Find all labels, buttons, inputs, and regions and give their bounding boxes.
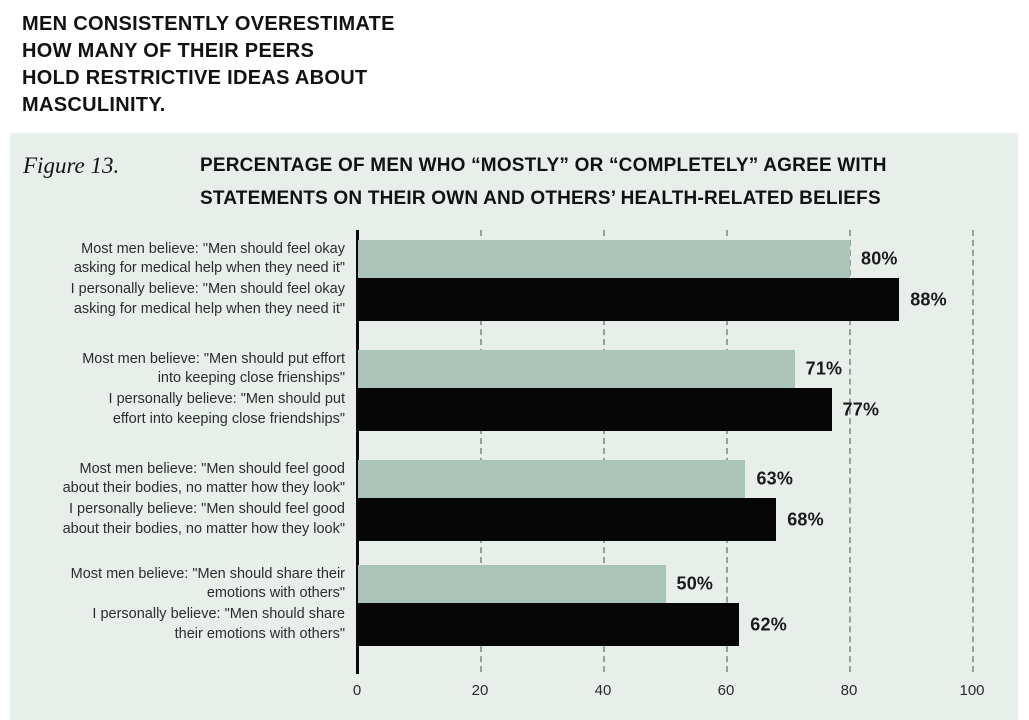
chart-title: PERCENTAGE OF MEN WHO “MOSTLY” OR “COMPL… <box>200 149 887 215</box>
bar-row-label-line: I personally believe: "Men should feel g… <box>69 501 345 517</box>
bar-row-label-line: Most men believe: "Men should feel okay <box>81 240 345 257</box>
bar-row-label: Most men believe: "Men should feel good a… <box>24 460 345 498</box>
bar-row-label-line: emotions with others" <box>206 585 345 601</box>
chart-title-line: STATEMENTS ON THEIR OWN AND OTHERS’ HEAL… <box>200 188 881 209</box>
bar-row-label-line: I personally believe: "Men should put <box>108 391 345 407</box>
x-axis-tick-label: 80 <box>840 682 858 699</box>
bar-row-label: I personally believe: "Men should put eff… <box>24 388 345 431</box>
page-heading-line: HOW MANY OF THEIR PEERS <box>22 40 315 62</box>
bar-row-label-line: about their bodies, no matter how they l… <box>62 480 345 496</box>
gridline <box>726 230 728 672</box>
bar-row-label-line: I personally believe: "Men should feel o… <box>70 281 345 297</box>
bar-value-label: 77% <box>842 399 880 419</box>
bar-row-label: I personally believe: "Men should share t… <box>24 603 345 646</box>
bar-row-label-line: asking for medical help when they need i… <box>73 300 345 317</box>
gridline <box>849 230 851 672</box>
bar-i-personally-believe <box>358 498 777 541</box>
figure-number-label: Figure 13. <box>23 153 120 178</box>
bar-value-label: 71% <box>805 358 843 379</box>
bar-value-label: 68% <box>787 509 824 529</box>
bar-row-labels: Most men believe: "Men should feel okay a… <box>24 230 345 663</box>
bar-row-label-line: about their bodies, no matter how they l… <box>62 520 345 537</box>
bar-row-label-line: their emotions with others" <box>174 625 345 642</box>
gridline <box>480 230 482 672</box>
bar-row-label-line: into keeping close frienships" <box>157 370 345 386</box>
x-axis-tick-label: 40 <box>594 682 612 699</box>
x-axis-tick-label: 20 <box>471 682 489 699</box>
chart-title-line: PERCENTAGE OF MEN WHO “MOSTLY” OR “COMPL… <box>200 155 887 176</box>
bar-most-men-believe <box>358 565 666 603</box>
bar-value-label: 50% <box>676 573 714 594</box>
bar-row-label: Most men believe: "Men should feel okay a… <box>24 240 345 278</box>
gridline <box>972 230 974 672</box>
bar-value-label: 80% <box>861 248 898 269</box>
bar-row-label-line: asking for medical help when they need i… <box>73 260 345 276</box>
bar-value-label: 88% <box>910 289 947 309</box>
figure-panel: Figure 13. PERCENTAGE OF MEN WHO “MOSTLY… <box>10 133 1018 720</box>
bar-row-label: Most men believe: "Men should put effort… <box>24 350 345 388</box>
bar-row-label-line: Most men believe: "Men should share thei… <box>70 565 345 582</box>
bar-most-men-believe <box>358 240 850 278</box>
bar-i-personally-believe <box>358 278 900 321</box>
bar-chart-plot-area: 0 20 40 60 80 100 80% 88% 71% 77% 63% 68% 50% 62% <box>353 230 985 699</box>
bar-most-men-believe <box>358 350 795 388</box>
page-heading-line: MASCULINITY. <box>22 94 166 116</box>
bar-value-label: 63% <box>756 468 794 489</box>
page-heading: MEN CONSISTENTLY OVERESTIMATE HOW MANY O… <box>22 11 395 119</box>
x-axis-tick-label: 100 <box>959 682 985 699</box>
bar-value-label: 62% <box>750 614 787 634</box>
page-heading-line: HOLD RESTRICTIVE IDEAS ABOUT <box>22 67 368 89</box>
x-axis-tick-label: 60 <box>717 682 735 699</box>
bar-row-label-line: I personally believe: "Men should share <box>92 606 345 622</box>
bar-row-label-line: Most men believe: "Men should put effort <box>82 350 345 367</box>
bar-row-label-line: effort into keeping close friendships" <box>112 410 345 427</box>
gridline <box>603 230 605 672</box>
x-axis-tick-label: 0 <box>352 682 362 699</box>
bar-row-label-line: Most men believe: "Men should feel good <box>79 460 346 477</box>
bar-i-personally-believe <box>358 603 740 646</box>
bar-most-men-believe <box>358 460 746 498</box>
page-heading-line: MEN CONSISTENTLY OVERESTIMATE <box>22 13 395 35</box>
bar-row-label: I personally believe: "Men should feel g… <box>24 498 345 541</box>
y-axis-line <box>356 230 359 674</box>
bar-row-label: I personally believe: "Men should feel o… <box>24 278 345 321</box>
bar-row-label: Most men believe: "Men should share thei… <box>24 565 345 603</box>
bar-i-personally-believe <box>358 388 832 431</box>
